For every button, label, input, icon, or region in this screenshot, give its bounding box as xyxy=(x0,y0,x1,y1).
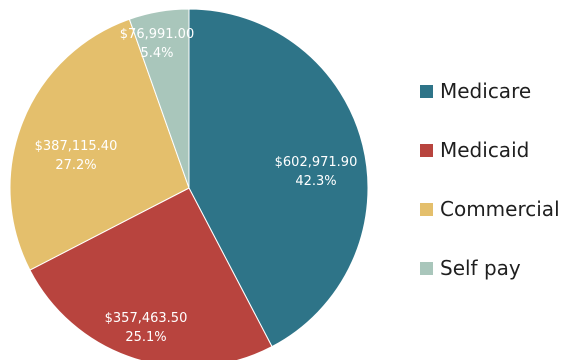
legend-item-self-pay: Self pay xyxy=(420,255,560,281)
slice-percent-label: 27.2% xyxy=(55,158,96,173)
pie-slice-self-pay xyxy=(128,8,190,189)
slice-percent-label: 25.1% xyxy=(125,330,166,345)
slice-percent-label: 5.4% xyxy=(140,46,173,61)
slice-value-label: $357,463.50 xyxy=(105,311,188,326)
slice-value-label: $76,991.00 xyxy=(120,27,194,42)
legend-swatch xyxy=(420,261,433,275)
legend-swatch xyxy=(420,143,433,157)
legend-label: Medicare xyxy=(440,79,532,103)
pie-slice-medicaid xyxy=(29,187,273,360)
pie-chart: $602,971.90 42.3% $357,463.50 25.1% $387,115… xyxy=(9,8,369,360)
legend-item-medicare: Medicare xyxy=(420,78,560,104)
legend-item-medicaid: Medicaid xyxy=(420,137,560,163)
pie-slice-commercial xyxy=(9,18,190,271)
legend-item-commercial: Commercial xyxy=(420,196,560,222)
slice-value-label: $602,971.90 xyxy=(275,155,358,170)
slice-percent-label: 42.3% xyxy=(295,174,336,189)
pie-slice-medicare xyxy=(188,8,369,348)
legend-label: Self pay xyxy=(440,256,521,280)
legend-label: Medicaid xyxy=(440,138,530,162)
slice-value-label: $387,115.40 xyxy=(35,139,118,154)
legend-swatch xyxy=(420,202,433,216)
legend-label: Commercial xyxy=(440,197,560,221)
legend: Medicare Medicaid Commercial Self pay xyxy=(420,78,560,281)
legend-swatch xyxy=(420,84,433,98)
